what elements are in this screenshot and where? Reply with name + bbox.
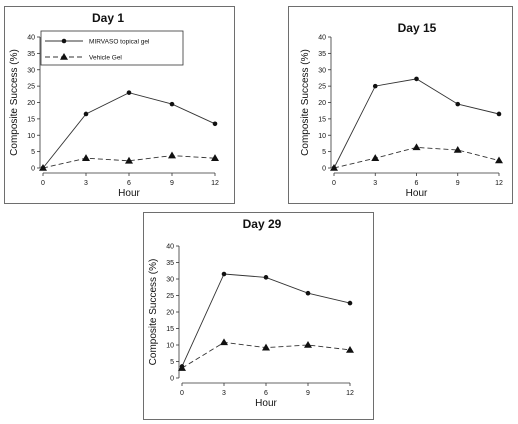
y-tick-label: 20 xyxy=(166,310,174,317)
x-tick-label: 0 xyxy=(332,180,336,187)
series-line-2 xyxy=(333,146,500,169)
y-tick-label: 25 xyxy=(318,84,326,91)
y-tick-label: 10 xyxy=(318,133,326,140)
data-point-triangle xyxy=(495,156,503,164)
data-point-circle xyxy=(212,121,218,127)
data-point-triangle xyxy=(220,338,228,346)
y-tick-label: 40 xyxy=(27,35,35,42)
data-point-triangle xyxy=(125,156,133,164)
x-tick-label: 12 xyxy=(346,390,354,397)
y-tick-label: 20 xyxy=(27,100,35,107)
data-point-triangle xyxy=(371,154,380,161)
data-point-triangle xyxy=(39,164,47,171)
y-tick-label: 25 xyxy=(27,84,35,91)
y-tick-label: 35 xyxy=(27,51,35,58)
data-point-triangle xyxy=(330,164,338,171)
y-axis-label: Composite Success (%) xyxy=(300,49,311,156)
data-point-circle xyxy=(221,271,227,277)
y-tick-label: 15 xyxy=(166,326,174,333)
x-axis-label: Hour xyxy=(406,188,428,199)
data-point-circle xyxy=(126,90,132,95)
chart-svg: Day 1 0 5 10 15 20 25 30 35 40 0 3 6 9 12 Hour Composite… xyxy=(9,11,219,199)
y-tick-label: 5 xyxy=(170,359,174,366)
data-point-circle xyxy=(263,275,269,280)
y-tick-label: 0 xyxy=(31,166,35,173)
y-tick-label: 25 xyxy=(166,293,174,300)
y-tick-label: 30 xyxy=(27,67,35,74)
data-point-triangle xyxy=(412,143,421,151)
x-tick-label: 12 xyxy=(211,180,219,187)
legend-label: Vehicle Gel xyxy=(89,55,122,62)
chart-title: Day 1 xyxy=(92,11,124,25)
y-axis-label: Composite Success (%) xyxy=(9,49,20,156)
x-tick-label: 12 xyxy=(495,180,503,187)
y-tick-label: 35 xyxy=(166,260,174,267)
x-tick-label: 3 xyxy=(84,180,88,187)
chart-panel-day-15: Day 15 0 5 10 15 20 25 30 35 40 0 3 6 9 12 Hour Composit… xyxy=(288,6,513,204)
x-tick-label: 0 xyxy=(41,180,45,187)
x-tick-label: 9 xyxy=(170,180,174,187)
x-tick-label: 6 xyxy=(127,180,131,187)
chart-svg: Day 15 0 5 10 15 20 25 30 35 40 0 3 6 9 12 Hour Composit… xyxy=(300,21,503,199)
data-point-triangle xyxy=(211,154,219,161)
x-tick-label: 3 xyxy=(222,390,226,397)
chart-title: Day 29 xyxy=(243,217,282,231)
data-point-triangle xyxy=(304,341,312,348)
data-point-circle xyxy=(347,300,353,306)
data-point-circle xyxy=(414,76,419,82)
legend-label: MIRVASO topical gel xyxy=(89,39,150,46)
y-tick-label: 30 xyxy=(318,67,326,74)
y-tick-label: 5 xyxy=(31,149,35,156)
x-axis-label: Hour xyxy=(118,188,140,199)
y-tick-label: 40 xyxy=(166,244,174,251)
data-point-triangle xyxy=(453,145,462,153)
series-line-1 xyxy=(333,78,500,169)
x-tick-label: 9 xyxy=(306,390,310,397)
data-point-triangle xyxy=(168,151,176,159)
data-point-circle xyxy=(496,111,502,117)
y-tick-label: 35 xyxy=(318,51,326,58)
x-tick-label: 6 xyxy=(415,180,419,187)
y-tick-label: 15 xyxy=(27,116,35,123)
data-point-circle xyxy=(455,101,461,107)
y-tick-label: 0 xyxy=(170,376,174,383)
y-tick-label: 20 xyxy=(318,100,326,107)
x-tick-label: 0 xyxy=(180,390,184,397)
data-point-triangle xyxy=(262,343,270,351)
legend-marker-triangle xyxy=(60,53,68,60)
y-axis-label: Composite Success (%) xyxy=(148,259,159,366)
data-point-circle xyxy=(372,83,378,89)
y-tick-label: 10 xyxy=(27,133,35,140)
legend-marker-circle xyxy=(61,38,67,44)
chart-panel-day-29: Day 29 0 5 10 15 20 25 30 35 40 0 3 6 9 12 Hour Composit… xyxy=(143,212,374,420)
chart-title: Day 15 xyxy=(398,21,437,35)
data-point-circle xyxy=(169,101,175,107)
x-tick-label: 9 xyxy=(456,180,460,187)
y-tick-label: 0 xyxy=(322,166,326,173)
data-point-triangle xyxy=(82,154,90,161)
x-tick-label: 6 xyxy=(264,390,268,397)
series-line-1 xyxy=(181,273,351,367)
data-point-triangle xyxy=(346,345,354,353)
series-line-2 xyxy=(42,155,216,169)
y-tick-label: 5 xyxy=(322,149,326,156)
chart-panel-day-1: Day 1 0 5 10 15 20 25 30 35 40 0 3 6 9 12 Hour Composite… xyxy=(4,6,235,204)
data-point-triangle xyxy=(178,364,186,371)
y-tick-label: 30 xyxy=(166,277,174,284)
data-point-circle xyxy=(305,290,311,296)
x-tick-label: 3 xyxy=(373,180,377,187)
x-axis-label: Hour xyxy=(255,398,277,409)
y-tick-label: 40 xyxy=(318,35,326,42)
chart-svg: Day 29 0 5 10 15 20 25 30 35 40 0 3 6 9 12 Hour Composit… xyxy=(148,217,354,409)
y-tick-label: 15 xyxy=(318,116,326,123)
y-tick-label: 10 xyxy=(166,343,174,350)
data-point-circle xyxy=(83,111,89,117)
